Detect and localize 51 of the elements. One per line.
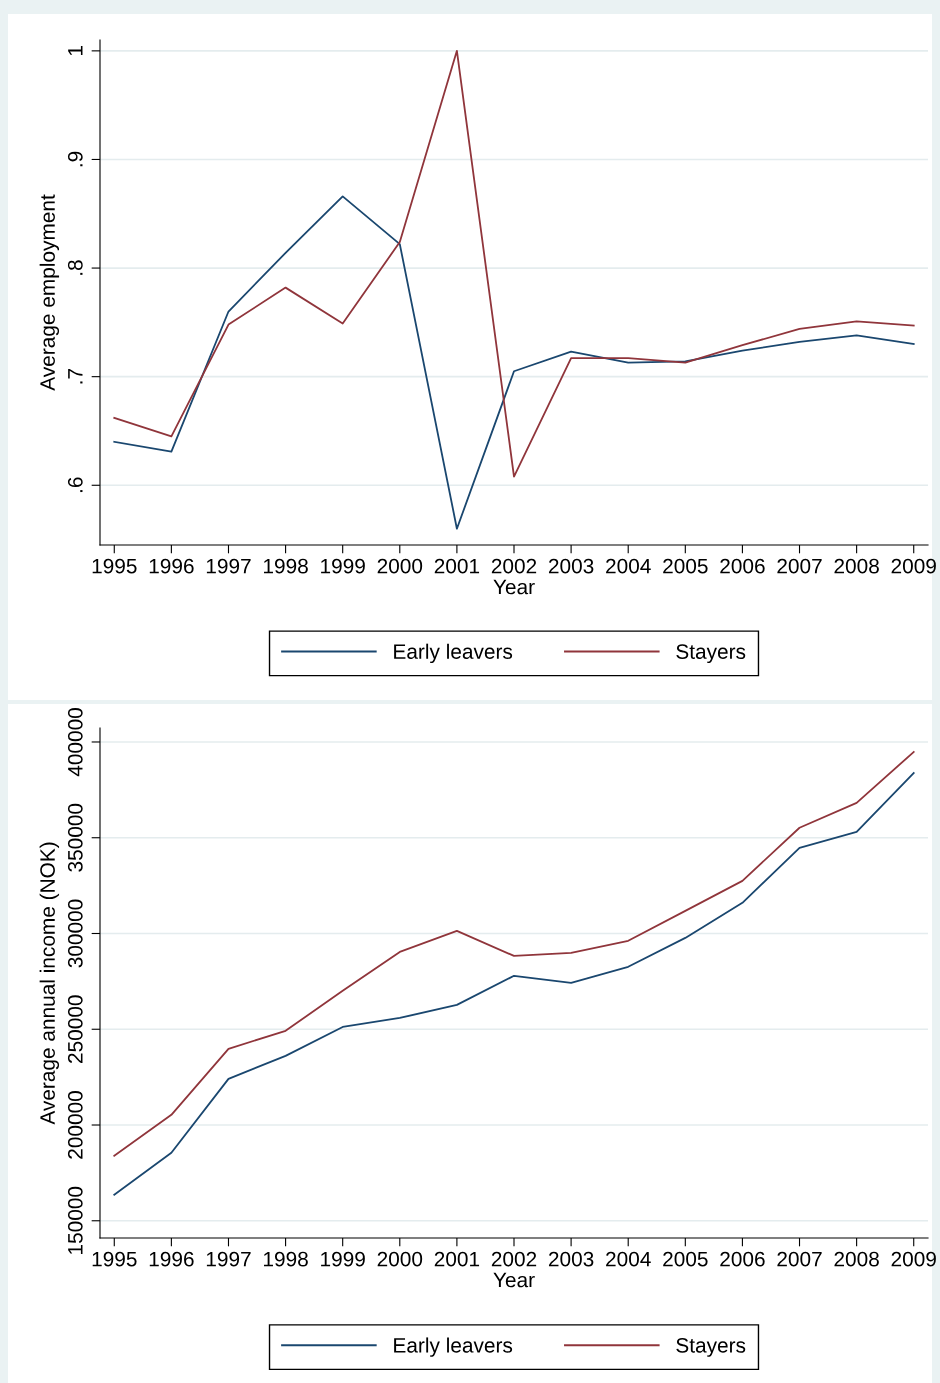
x-axis-title: Year [493, 579, 535, 595]
x-tick-label: 1998 [264, 558, 308, 574]
x-tick-label: 1995 [92, 558, 137, 574]
x-tick-label: 1997 [206, 558, 251, 574]
y-axis-title: Average employment [39, 194, 60, 391]
x-tick-label: 1999 [321, 558, 365, 574]
legend-label: Stayers [676, 644, 746, 664]
x-tick-label: 2000 [377, 1251, 423, 1267]
legend-label: Stayers [676, 1337, 746, 1357]
x-tick-label: 2004 [606, 558, 651, 574]
x-tick-label: 2008 [834, 1251, 879, 1267]
x-tick-label: 2002 [491, 558, 537, 574]
y-tick-label: 250000 [67, 995, 83, 1063]
x-tick-label: 2007 [777, 558, 822, 574]
x-tick-label: 2000 [377, 558, 423, 574]
x-tick-label: 2009 [891, 558, 936, 574]
y-tick-label: 150000 [67, 1186, 83, 1254]
x-tick-label: 1997 [206, 1251, 251, 1267]
x-tick-label: 1998 [264, 1251, 308, 1267]
y-tick-label: .7 [68, 369, 83, 384]
x-tick-label: 2004 [606, 1251, 651, 1267]
x-tick-label: 1996 [149, 558, 194, 574]
y-tick-label: 300000 [67, 899, 83, 968]
x-tick-label: 2001 [434, 1251, 480, 1267]
y-tick-label: 200000 [67, 1091, 83, 1159]
x-tick-label: 1995 [92, 1251, 137, 1267]
y-tick-label: 400000 [67, 708, 83, 777]
x-tick-label: 2006 [720, 1251, 765, 1267]
line-series [113, 49, 915, 478]
x-axis-title: Year [493, 1272, 535, 1288]
x-tick-label: 2009 [891, 1251, 936, 1267]
x-tick-label: 2003 [548, 558, 594, 574]
legend-label: Early leavers [394, 1337, 513, 1357]
x-tick-label: 2007 [777, 1251, 822, 1267]
x-tick-label: 1999 [321, 1251, 365, 1267]
x-tick-label: 1996 [149, 1251, 194, 1267]
y-tick-label: 1 [68, 46, 83, 56]
x-tick-label: 2006 [720, 558, 765, 574]
line-series [113, 195, 915, 530]
legend-label: Early leavers [394, 643, 513, 664]
x-tick-label: 2003 [548, 1251, 594, 1267]
y-tick-label: .6 [67, 477, 83, 493]
y-tick-label: .8 [67, 260, 83, 275]
x-tick-label: 2008 [834, 558, 879, 574]
y-tick-label: .9 [67, 151, 83, 167]
x-tick-label: 2001 [434, 558, 480, 574]
x-tick-label: 2005 [663, 1251, 708, 1267]
x-tick-label: 2002 [491, 1251, 537, 1267]
y-tick-label: 350000 [67, 803, 83, 872]
x-tick-label: 2005 [663, 558, 708, 574]
y-axis-title: Average annual income (NOK) [39, 842, 60, 1125]
